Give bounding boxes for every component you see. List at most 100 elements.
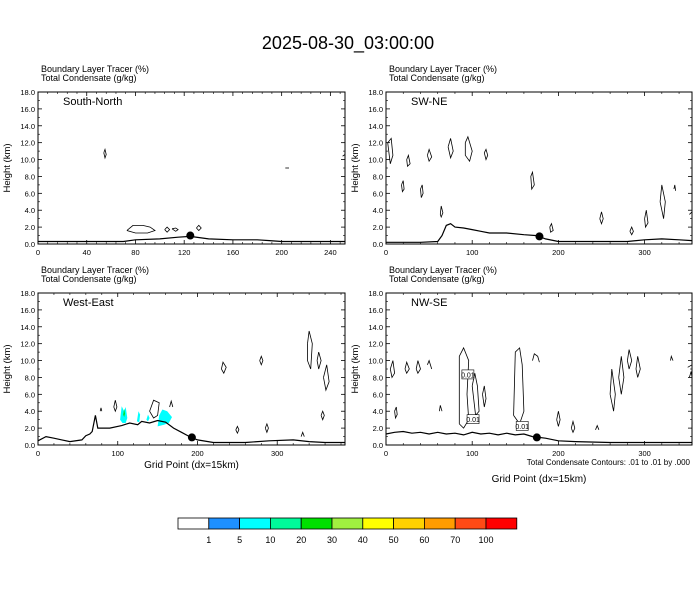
contour-label: 0.01 [515, 424, 529, 431]
condensate-contour [483, 148, 489, 161]
condensate-contour [530, 170, 535, 191]
condensate-contour [103, 147, 107, 160]
panel-header-line1: Boundary Layer Tracer (%) [389, 265, 497, 275]
location-marker [535, 232, 544, 241]
y-tick-label: 12.0 [368, 340, 383, 349]
condensate-contour [99, 407, 103, 412]
colorbar-label: 60 [419, 535, 429, 545]
panel-label: West-East [63, 297, 114, 309]
y-tick-label: 8.0 [25, 373, 35, 382]
y-tick-label: 18.0 [368, 88, 383, 97]
condensate-contour [196, 224, 202, 232]
filled-region [157, 409, 172, 427]
x-tick-label: 300 [271, 449, 284, 458]
terrain-line [37, 415, 345, 444]
condensate-contour [323, 364, 330, 392]
condensate-contour [235, 425, 240, 435]
panel-header-line2: Total Condensate (g/kg) [41, 274, 137, 284]
contour-label: 0.01 [466, 417, 480, 424]
colorbar-swatch [454, 517, 487, 530]
y-tick-label: 12.0 [20, 139, 35, 148]
y-tick-label: 4.0 [373, 407, 383, 416]
y-tick-label: 12.0 [368, 139, 383, 148]
condensate-contour [404, 360, 410, 375]
colorbar-swatch [239, 517, 271, 530]
y-tick-label: 2.0 [373, 223, 383, 232]
location-marker [532, 433, 541, 442]
colorbar-label: 5 [237, 535, 242, 545]
condensate-contour [401, 180, 405, 193]
panel-label: South-North [63, 96, 122, 108]
condensate-contour [394, 406, 398, 420]
x-tick-label: 0 [36, 248, 40, 257]
colorbar-label: 100 [478, 535, 493, 545]
condensate-contour [320, 410, 325, 421]
contour-label: 0.01 [461, 372, 475, 379]
condensate-contour [113, 400, 118, 413]
panel-header-line1: Boundary Layer Tracer (%) [41, 265, 149, 275]
condensate-contour [264, 422, 269, 434]
condensate-contour [673, 184, 676, 191]
x-tick-label: 300 [638, 449, 651, 458]
contour-label-box [515, 421, 529, 431]
y-tick-label: 4.0 [25, 206, 35, 215]
y-tick-label: 14.0 [368, 323, 383, 332]
colorbar-label: 10 [265, 535, 275, 545]
condensate-contour [670, 354, 674, 361]
y-tick-label: 16.0 [368, 306, 383, 315]
condensate-contour [389, 360, 396, 379]
y-axis-label: Height (km) [350, 143, 361, 192]
y-tick-label: 6.0 [373, 390, 383, 399]
y-tick-label: 4.0 [373, 206, 383, 215]
colorbar-label: 1 [206, 535, 211, 545]
condensate-contour [447, 138, 454, 160]
y-tick-label: 18.0 [20, 88, 35, 97]
condensate-contour [570, 419, 576, 434]
colorbar-label: 30 [327, 535, 337, 545]
condensate-contour [164, 226, 171, 233]
condensate-contour [300, 431, 305, 437]
condensate-contour [316, 351, 322, 370]
y-tick-label: 18.0 [20, 289, 35, 298]
y-tick-label: 8.0 [25, 172, 35, 181]
colorbar-swatch [423, 517, 456, 530]
condensate-contour [627, 349, 633, 370]
colorbar-swatch [485, 517, 518, 530]
condensate-contour [482, 385, 487, 408]
condensate-contour [513, 347, 525, 425]
panel-header-line2: Total Condensate (g/kg) [389, 274, 485, 284]
colorbar-swatch [208, 517, 241, 530]
condensate-contour [464, 135, 473, 163]
condensate-contour [471, 373, 480, 417]
y-tick-label: 10.0 [20, 357, 35, 366]
condensate-contour [420, 184, 424, 198]
x-tick-label: 200 [552, 248, 565, 257]
condensate-contour [259, 355, 264, 366]
panels: Boundary Layer Tracer (%)Total Condensat… [2, 64, 693, 485]
y-tick-label: 10.0 [368, 357, 383, 366]
x-tick-label: 0 [384, 449, 388, 458]
y-tick-label: 0.0 [25, 441, 35, 450]
plot-frame [385, 91, 693, 245]
panel-sw-ne: Boundary Layer Tracer (%)Total Condensat… [350, 64, 693, 257]
filled-region [146, 414, 150, 422]
condensate-contour [387, 137, 394, 164]
condensate-contour [629, 226, 634, 236]
condensate-contour [659, 184, 666, 219]
colorbar-swatch [269, 517, 302, 530]
y-tick-label: 14.0 [20, 323, 35, 332]
y-tick-label: 16.0 [368, 105, 383, 114]
condensate-contour [439, 405, 443, 412]
plot-frame [37, 292, 346, 446]
panel-header-line1: Boundary Layer Tracer (%) [389, 64, 497, 74]
y-axis-label: Height (km) [2, 143, 13, 192]
x-tick-label: 100 [466, 449, 479, 458]
condensate-contour [599, 211, 604, 225]
colorbar-label: 20 [296, 535, 306, 545]
figure-title: 2025-08-30_03:00:00 [262, 33, 434, 54]
condensate-contour [406, 153, 411, 168]
colorbar-label: 50 [389, 535, 399, 545]
y-axis-label: Height (km) [350, 344, 361, 393]
panel-label: SW-NE [411, 96, 447, 108]
